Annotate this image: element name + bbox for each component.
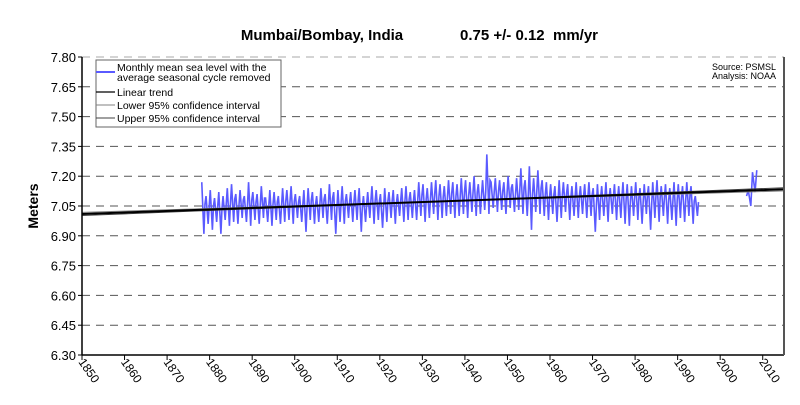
x-tick-label: 2010 <box>756 356 783 386</box>
y-tick-label: 7.50 <box>51 110 76 125</box>
y-tick-label: 7.35 <box>51 139 76 154</box>
trend-layer <box>81 187 785 217</box>
y-tick-label: 6.90 <box>51 229 76 244</box>
source-text: Source: PSMSL <box>712 62 776 72</box>
x-tick-label: 1960 <box>544 356 571 386</box>
y-tick-label: 7.65 <box>51 80 76 95</box>
chart-title: Mumbai/Bombay, India <box>241 27 404 44</box>
x-tick-label: 1910 <box>331 356 358 386</box>
x-tick-label: 1940 <box>458 356 485 386</box>
sea-level-series-recent <box>745 170 758 207</box>
x-tick-label: 1870 <box>161 356 188 386</box>
legend-box <box>95 59 282 128</box>
legend-label-lower-ci: Lower 95% confidence interval <box>117 100 260 112</box>
x-tick-label: 1890 <box>246 356 273 386</box>
x-tick-label: 1930 <box>416 356 443 386</box>
y-axis-label: Meters <box>25 183 41 228</box>
x-tick-label: 1950 <box>501 356 528 386</box>
y-tick-label: 7.80 <box>51 50 76 65</box>
x-tick-label: 2000 <box>714 356 741 386</box>
y-tick-labels: 7.80 7.65 7.50 7.35 7.20 7.05 6.90 6.75 6.60 6.45… <box>51 50 76 363</box>
x-tick-label: 1880 <box>203 356 230 386</box>
chart-subtitle: 0.75 +/- 0.12 mm/yr <box>460 27 598 44</box>
x-tick-labels: 1850 1860 1870 1880 1890 1900 1910 1920 1930 1940… <box>76 356 784 386</box>
y-tick-label: 6.45 <box>51 318 76 333</box>
analysis-text: Analysis: NOAA <box>712 71 776 81</box>
linear-trend-line <box>81 188 785 215</box>
y-tick-label: 7.20 <box>51 169 76 184</box>
x-tick-label: 1850 <box>76 356 103 386</box>
legend-label-trend: Linear trend <box>117 87 173 99</box>
legend-label-upper-ci: Upper 95% confidence interval <box>117 113 260 125</box>
x-tick-label: 1900 <box>288 356 315 386</box>
x-tick-label: 1990 <box>671 356 698 386</box>
legend-label-sea-level-1: Monthly mean sea level with the <box>117 62 267 74</box>
y-tick-label: 6.60 <box>51 288 76 303</box>
x-tick-label: 1920 <box>373 356 400 386</box>
x-tick-label: 1860 <box>118 356 145 386</box>
legend: Monthly mean sea level with the average … <box>95 59 282 128</box>
y-tick-label: 6.75 <box>51 259 76 274</box>
legend-label-sea-level-2: average seasonal cycle removed <box>117 72 271 84</box>
x-tick-label: 1970 <box>586 356 613 386</box>
x-tick-label: 1980 <box>629 356 656 386</box>
sea-level-series <box>200 154 700 234</box>
y-tick-label: 7.05 <box>51 199 76 214</box>
y-tick-label: 6.30 <box>51 348 76 363</box>
